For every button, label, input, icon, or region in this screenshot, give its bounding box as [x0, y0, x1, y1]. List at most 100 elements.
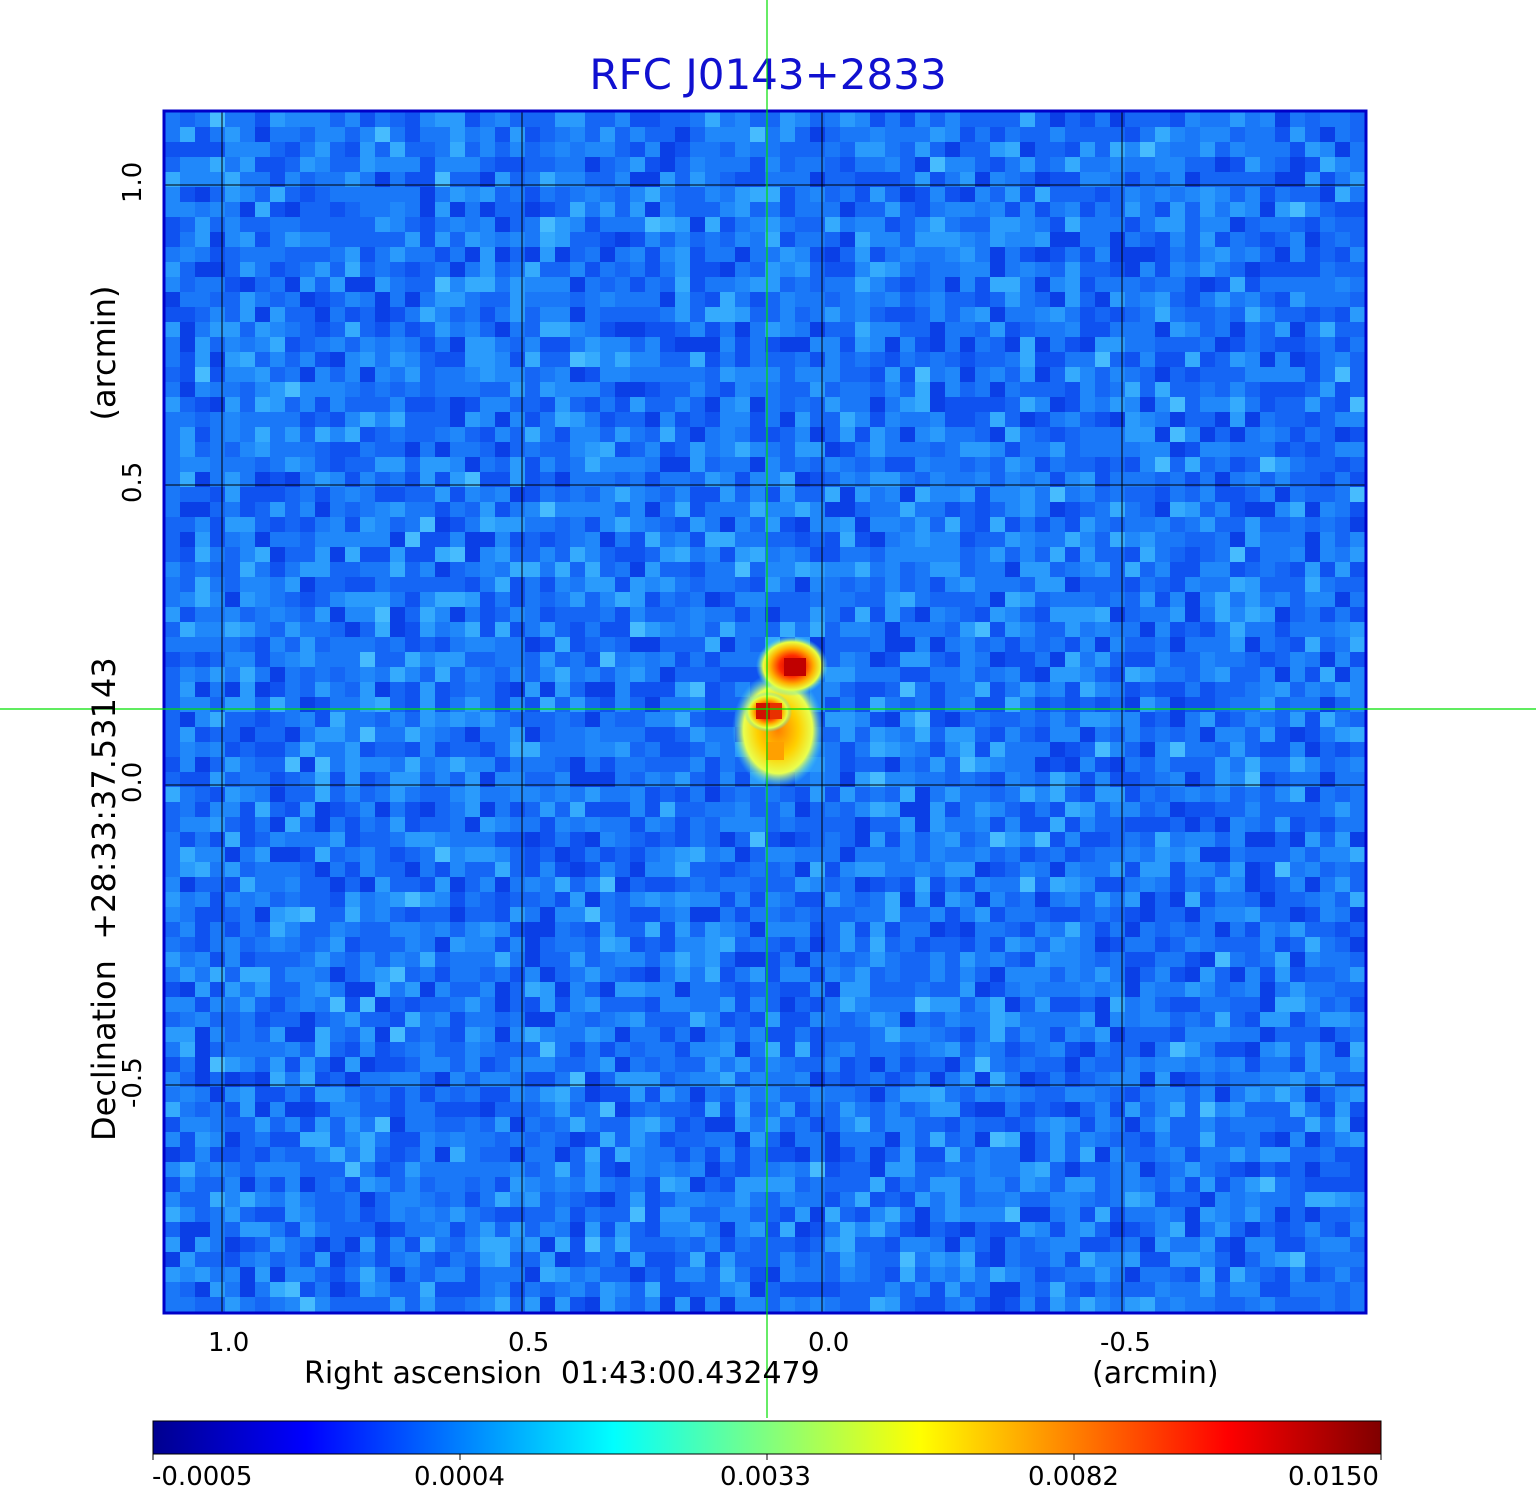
image-pixel: [375, 202, 391, 218]
image-pixel: [570, 772, 586, 788]
image-pixel: [1200, 232, 1216, 248]
image-pixel: [870, 682, 886, 698]
image-pixel: [795, 1027, 811, 1043]
image-pixel: [585, 862, 601, 878]
image-pixel: [1290, 172, 1306, 188]
image-pixel: [1155, 142, 1171, 158]
image-pixel: [1320, 967, 1336, 983]
image-pixel: [1320, 247, 1336, 263]
image-pixel: [600, 472, 616, 488]
image-pixel: [165, 937, 181, 953]
image-pixel: [390, 217, 406, 233]
image-pixel: [1065, 757, 1081, 773]
image-pixel: [810, 817, 826, 833]
image-pixel: [510, 397, 526, 413]
image-pixel: [210, 607, 226, 623]
image-pixel: [1350, 172, 1366, 188]
image-pixel: [720, 1027, 736, 1043]
image-pixel: [855, 952, 871, 968]
image-pixel: [270, 1042, 286, 1058]
image-pixel: [1065, 412, 1081, 428]
image-pixel: [930, 682, 946, 698]
image-pixel: [1125, 892, 1141, 908]
image-pixel: [660, 337, 676, 353]
image-pixel: [600, 892, 616, 908]
image-pixel: [360, 772, 376, 788]
image-pixel: [180, 562, 196, 578]
image-pixel: [1020, 952, 1036, 968]
image-pixel: [765, 442, 781, 458]
image-pixel: [300, 217, 316, 233]
image-pixel: [270, 247, 286, 263]
image-pixel: [1080, 382, 1096, 398]
image-pixel: [465, 367, 481, 383]
image-pixel: [1215, 382, 1231, 398]
image-pixel: [675, 322, 691, 338]
image-pixel: [1155, 547, 1171, 563]
image-pixel: [825, 232, 841, 248]
image-pixel: [1125, 142, 1141, 158]
image-pixel: [180, 172, 196, 188]
image-pixel: [1215, 757, 1231, 773]
image-pixel: [660, 967, 676, 983]
image-pixel: [630, 697, 646, 713]
image-pixel: [960, 607, 976, 623]
image-pixel: [900, 562, 916, 578]
image-pixel: [960, 517, 976, 533]
image-pixel: [960, 502, 976, 518]
image-pixel: [810, 292, 826, 308]
image-pixel: [570, 622, 586, 638]
image-pixel: [945, 832, 961, 848]
image-pixel: [1050, 217, 1066, 233]
image-pixel: [285, 502, 301, 518]
image-pixel: [930, 412, 946, 428]
image-pixel: [435, 127, 451, 143]
image-pixel: [1050, 982, 1066, 998]
image-pixel: [1215, 172, 1231, 188]
image-pixel: [1080, 712, 1096, 728]
image-pixel: [345, 967, 361, 983]
image-pixel: [735, 907, 751, 923]
image-pixel: [165, 922, 181, 938]
image-pixel: [720, 697, 736, 713]
image-pixel: [525, 412, 541, 428]
image-pixel: [990, 652, 1006, 668]
image-pixel: [495, 142, 511, 158]
image-pixel: [495, 727, 511, 743]
image-pixel: [765, 967, 781, 983]
image-pixel: [450, 412, 466, 428]
image-pixel: [165, 457, 181, 473]
image-pixel: [765, 382, 781, 398]
image-pixel: [1305, 862, 1321, 878]
image-pixel: [735, 607, 751, 623]
image-pixel: [1305, 982, 1321, 998]
image-pixel: [870, 352, 886, 368]
image-pixel: [1215, 667, 1231, 683]
image-pixel: [900, 742, 916, 758]
image-pixel: [960, 577, 976, 593]
image-pixel: [1215, 772, 1231, 788]
image-pixel: [375, 187, 391, 203]
image-pixel: [1095, 997, 1111, 1013]
image-pixel: [585, 772, 601, 788]
image-pixel: [585, 127, 601, 143]
image-pixel: [675, 607, 691, 623]
image-pixel: [1335, 487, 1351, 503]
image-pixel: [795, 622, 811, 638]
image-pixel: [270, 982, 286, 998]
image-pixel: [315, 592, 331, 608]
image-pixel: [1200, 247, 1216, 263]
image-pixel: [345, 472, 361, 488]
image-pixel: [765, 202, 781, 218]
image-pixel: [1215, 727, 1231, 743]
image-pixel: [900, 637, 916, 653]
image-pixel: [825, 472, 841, 488]
image-pixel: [1140, 502, 1156, 518]
image-pixel: [825, 262, 841, 278]
image-pixel: [645, 787, 661, 803]
image-pixel: [675, 517, 691, 533]
image-pixel: [825, 862, 841, 878]
image-pixel: [285, 442, 301, 458]
image-pixel: [1155, 322, 1171, 338]
image-pixel: [1110, 1027, 1126, 1043]
